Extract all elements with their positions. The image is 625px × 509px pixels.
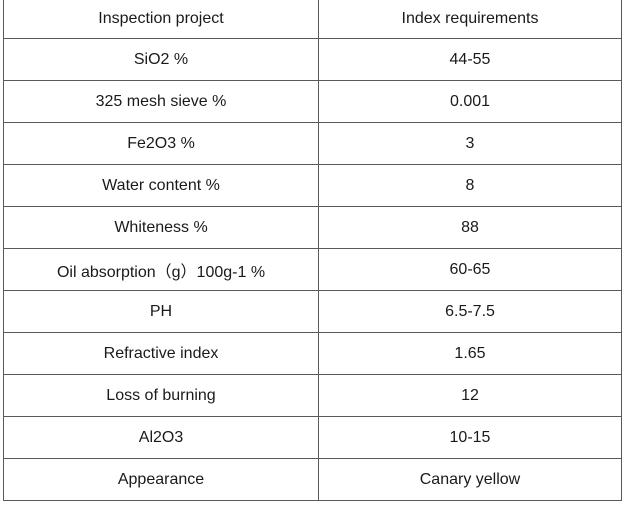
table-row: Appearance Canary yellow	[3, 458, 622, 501]
row-value-cell: 10-15	[318, 416, 622, 459]
table-header-row: Inspection project Index requirements	[3, 0, 622, 39]
table-row: Refractive index 1.65	[3, 332, 622, 375]
row-value-cell: 88	[318, 206, 622, 249]
column-header-inspection-project: Inspection project	[3, 0, 319, 39]
row-label-cell: Water content %	[3, 164, 319, 207]
table-row: Whiteness % 88	[3, 206, 622, 249]
row-value-cell: 1.65	[318, 332, 622, 375]
row-label-cell: SiO2 %	[3, 38, 319, 81]
row-label-cell: Appearance	[3, 458, 319, 501]
row-value-cell: 44-55	[318, 38, 622, 81]
table-row: Water content % 8	[3, 164, 622, 207]
row-label-cell: Whiteness %	[3, 206, 319, 249]
row-label-cell: Refractive index	[3, 332, 319, 375]
row-value-cell: Canary yellow	[318, 458, 622, 501]
row-value-cell: 0.001	[318, 80, 622, 123]
table-row: SiO2 % 44-55	[3, 38, 622, 81]
row-label-cell: Oil absorption（g）100g-1 %	[3, 248, 319, 291]
row-label-cell: Loss of burning	[3, 374, 319, 417]
row-label-cell: 325 mesh sieve %	[3, 80, 319, 123]
table-row: Fe2O3 % 3	[3, 122, 622, 165]
table-body: SiO2 % 44-55 325 mesh sieve % 0.001 Fe2O3 % 3…	[3, 38, 622, 501]
row-value-cell: 60-65	[318, 248, 622, 291]
table-row: PH 6.5-7.5	[3, 290, 622, 333]
table-row: Al2O3 10-15	[3, 416, 622, 459]
row-value-cell: 3	[318, 122, 622, 165]
spec-table: Inspection project Index requirements Si…	[3, 0, 622, 501]
table-row: 325 mesh sieve % 0.001	[3, 80, 622, 123]
row-label-cell: PH	[3, 290, 319, 333]
row-label-cell: Fe2O3 %	[3, 122, 319, 165]
row-value-cell: 8	[318, 164, 622, 207]
row-value-cell: 6.5-7.5	[318, 290, 622, 333]
row-label-cell: Al2O3	[3, 416, 319, 459]
row-value-cell: 12	[318, 374, 622, 417]
table-row: Oil absorption（g）100g-1 % 60-65	[3, 248, 622, 291]
column-header-index-requirements: Index requirements	[318, 0, 622, 39]
table-row: Loss of burning 12	[3, 374, 622, 417]
